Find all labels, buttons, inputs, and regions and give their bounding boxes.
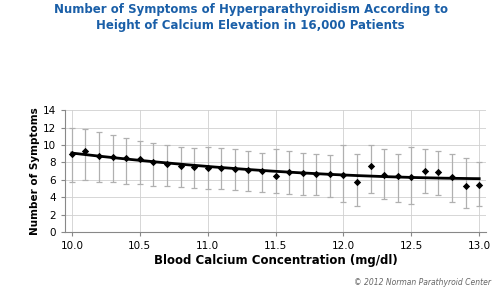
Point: [244, 168, 253, 173]
X-axis label: Blood Calcium Concentration (mg/dl): Blood Calcium Concentration (mg/dl): [154, 254, 397, 267]
Point: [217, 165, 225, 170]
Point: [326, 171, 334, 176]
Point: [68, 151, 76, 156]
Y-axis label: Number of Symptoms: Number of Symptoms: [30, 107, 40, 235]
Point: [475, 183, 483, 187]
Point: [136, 157, 144, 161]
Point: [258, 169, 266, 173]
Point: [299, 171, 307, 175]
Point: [407, 175, 415, 180]
Text: Number of Symptoms of Hyperparathyroidism According to
Height of Calcium Elevati: Number of Symptoms of Hyperparathyroidis…: [54, 3, 447, 32]
Point: [163, 162, 171, 166]
Point: [109, 155, 117, 160]
Point: [312, 171, 320, 176]
Point: [380, 173, 388, 178]
Point: [204, 165, 212, 170]
Text: © 2012 Norman Parathyroid Center: © 2012 Norman Parathyroid Center: [354, 278, 491, 287]
Point: [272, 174, 280, 179]
Point: [149, 160, 157, 165]
Point: [95, 154, 103, 159]
Point: [367, 164, 375, 168]
Point: [353, 179, 361, 184]
Point: [190, 164, 198, 169]
Point: [394, 174, 402, 179]
Point: [448, 175, 456, 180]
Point: [434, 170, 442, 174]
Point: [231, 167, 239, 172]
Point: [285, 170, 293, 174]
Point: [421, 169, 429, 173]
Point: [339, 172, 347, 177]
Point: [122, 156, 130, 160]
Point: [461, 184, 469, 188]
Point: [176, 164, 184, 168]
Point: [82, 149, 90, 153]
